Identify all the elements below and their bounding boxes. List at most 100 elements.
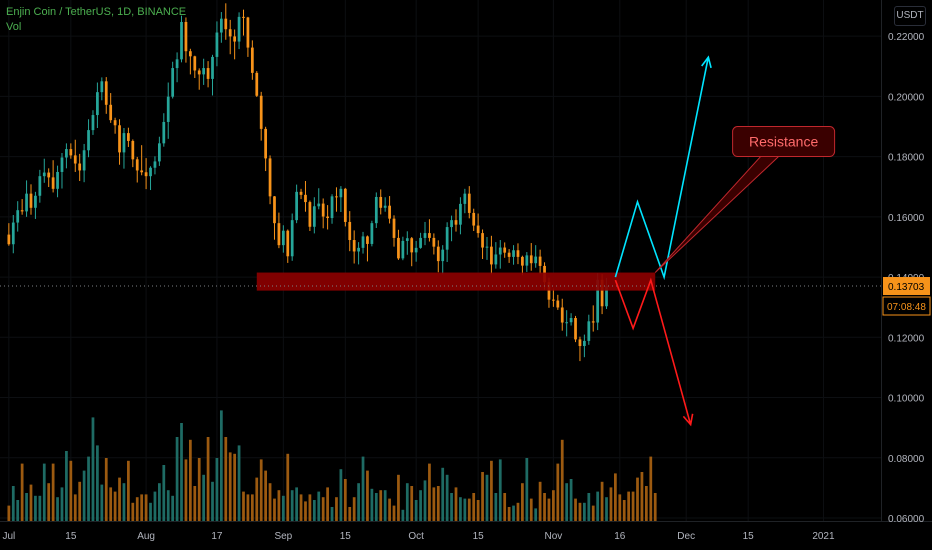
volume-bar [104,458,108,521]
candle-body [397,237,400,259]
candle-body [428,233,431,238]
volume-bar [521,483,524,521]
candle-body [308,202,312,227]
price-axis[interactable]: 0.060000.080000.100000.120000.140000.160… [882,32,931,525]
volume-bar [171,495,175,521]
volume-bar [583,502,586,521]
volume-indicator-label[interactable]: Vol [6,21,22,33]
bearish-projection-path-arrowhead [682,413,694,427]
time-tick-label: 15 [340,531,352,542]
candle-body [525,255,529,266]
volume-bar [7,505,11,521]
currency-selector[interactable]: USDT [894,6,926,26]
time-tick-label: 15 [65,531,77,542]
volume-bar [361,456,365,521]
candle-body [131,140,135,160]
candle-body [516,250,520,257]
resistance-zone [256,272,656,291]
candle-body [104,81,108,105]
volume-bar [224,437,228,521]
volume-bar [490,460,493,521]
volume-bar [481,472,484,521]
volume-bar [308,494,312,521]
time-tick-label: Oct [408,531,424,542]
candle-body [534,256,538,264]
candle-body [264,128,268,159]
candle-body [383,205,387,208]
volume-bar [397,474,400,521]
candle-body [25,193,28,212]
resistance-callout-pointer [654,156,779,273]
candle-body [547,282,551,300]
candle-body [410,238,414,253]
candle-body [87,130,90,151]
volume-bar [118,477,121,521]
last-price-badge [883,277,930,296]
candle-body [38,176,42,196]
candle-body [233,36,237,42]
volume-bar [383,490,387,521]
volume-bar [60,487,64,521]
candle-body [65,149,68,158]
volume-bar [445,474,449,521]
volume-bar [78,481,82,521]
annotation-layer: Resistance [0,55,881,427]
candle-body [166,96,170,122]
candle-body [153,161,157,168]
candle-body [454,220,458,225]
volume-bar [450,493,453,521]
volume-bar [233,453,237,521]
volume-bar [237,445,241,521]
candle-body [211,56,214,79]
candle-body [596,279,600,323]
candle-body [304,194,307,203]
chart-title: Enjin Coin / TetherUS, 1D, BINANCE [6,6,187,18]
candle-body [255,72,259,96]
candle-body [476,225,480,234]
volume-bar [20,463,24,521]
volume-bar [304,501,307,521]
candle-body [374,196,378,224]
candle-body [423,233,427,238]
candle-body [228,29,232,37]
volume-bar [16,500,20,521]
candle-body [158,143,161,162]
candle-body [405,238,409,241]
candle-body [268,158,272,197]
volume-bar [91,417,95,521]
candle-body [503,247,507,253]
candle-body [361,236,365,248]
volume-bar [472,493,476,521]
candle-body [135,159,139,171]
volume-bar [246,494,250,521]
volume-bar [428,463,431,521]
time-axis[interactable]: Jul 15 Aug 17 Sep 15 Oct 15 Nov 16 Dec 15 2021 [2,531,835,542]
volume-bar [569,479,573,521]
volume-bar [166,490,170,521]
candle-body [445,227,449,250]
countdown-badge [882,296,931,316]
time-tick-label: Sep [274,531,292,542]
candle-body [273,196,276,224]
candle-body [392,218,396,238]
bearish-projection-path [614,277,692,425]
volume-bar [348,507,352,521]
candle-body [587,321,591,341]
volume-bar [65,451,68,521]
volume-bar [596,491,600,521]
volume-bar [295,487,298,521]
candle-body [78,163,82,171]
volume-bar [410,486,414,521]
candle-body [206,68,210,79]
volume-bar [321,497,325,521]
volume-bar [370,488,374,521]
candle-body [11,222,15,245]
candle-body [414,247,418,253]
volume-bar [228,452,232,521]
candle-body [591,321,595,323]
candle-body [348,221,352,241]
candle-body [450,220,453,228]
candle-body [317,203,321,207]
volume-bar [613,473,617,521]
